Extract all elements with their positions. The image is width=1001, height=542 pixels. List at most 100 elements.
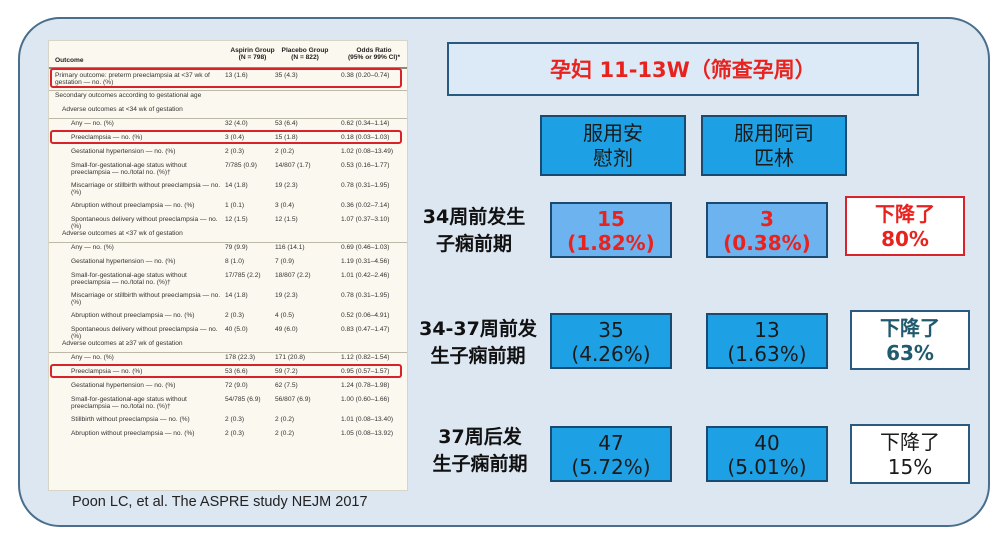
table-cell: 3 (0.4) [225,134,245,141]
table-cell: 18/807 (2.2) [275,272,311,279]
table-cell: 0.53 (0.16–1.77) [341,162,390,169]
table-cell: 2 (0.2) [275,416,295,423]
table-cell: 2 (0.2) [275,148,295,155]
table-cell: 178 (22.3) [225,354,256,361]
table-cell: Adverse outcomes at <34 wk of gestation [62,106,183,113]
table-cell: Secondary outcomes according to gestatio… [55,92,202,99]
table-cell: 0.36 (0.02–7.14) [341,202,390,209]
table-cell: 1.07 (0.37–3.10) [341,216,390,223]
table-cell: 62 (7.5) [275,382,298,389]
decrease-before-34w: 下降了 80% [845,196,965,256]
table-cell: 1.01 (0.42–2.46) [341,272,390,279]
highlight-box [50,364,402,378]
table-cell: 19 (2.3) [275,292,298,299]
table-cell: 14 (1.8) [225,182,248,189]
table-cell: Any — no. (%) [71,244,114,251]
highlight-box [50,130,402,144]
table-cell: Small-for-gestational-age status without… [71,272,187,287]
table-cell: Small-for-gestational-age status without… [71,162,187,177]
table-cell: 0.52 (0.06–4.91) [341,312,390,319]
summary-title: 孕妇 11-13W（筛查孕周） [447,42,919,96]
table-cell: 1.02 (0.08–13.49) [341,148,394,155]
table-cell: 1.12 (0.82–1.54) [341,354,390,361]
table-cell: 0.95 (0.57–1.57) [341,368,390,375]
nejm-table-image: Outcome Aspirin Group (N = 798) Placebo … [48,40,408,491]
table-cell: Spontaneous delivery without preeclampsi… [71,216,218,231]
table-cell: Gestational hypertension — no. (%) [71,148,176,155]
table-cell: Preeclampsia — no. (%) [71,368,143,375]
table-rule [49,90,407,91]
table-header-outcome: Outcome [55,57,84,64]
table-cell: 1.01 (0.08–13.40) [341,416,394,423]
cell-placebo-before-34w: 15 (1.82%) [550,202,672,258]
decrease-after-37w: 下降了 15% [850,424,970,484]
table-cell: Small-for-gestational-age status without… [71,396,187,411]
table-cell: 0.78 (0.31–1.95) [341,292,390,299]
table-cell: 171 (20.8) [275,354,306,361]
table-header-placebo: Placebo Group (N = 822) [281,47,329,62]
table-cell: Miscarriage or stillbirth without preecl… [71,182,221,197]
table-cell: 2 (0.3) [225,148,245,155]
table-header-aspirin: Aspirin Group (N = 798) [230,47,275,62]
table-cell: 35 (4.3) [275,72,298,79]
table-cell: 79 (9.9) [225,244,248,251]
cell-aspirin-34-37w: 13 (1.63%) [706,313,828,369]
table-cell: 56/807 (6.9) [275,396,311,403]
cell-placebo-after-37w: 47 (5.72%) [550,426,672,482]
table-cell: 54/785 (6.9) [225,396,261,403]
table-header-odds-ratio: Odds Ratio (95% or 99% CI)* [347,47,401,62]
table-cell: 0.18 (0.03–1.03) [341,134,390,141]
table-cell: 0.83 (0.47–1.47) [341,326,390,333]
table-cell: 1.00 (0.60–1.66) [341,396,390,403]
table-cell: 49 (6.0) [275,326,298,333]
table-cell: 72 (9.0) [225,382,248,389]
table-cell: Adverse outcomes at ≥37 wk of gestation [62,340,183,347]
table-cell: 53 (6.4) [275,120,298,127]
column-header-aspirin: 服用阿司 匹林 [701,115,847,176]
table-cell: 0.38 (0.20–0.74) [341,72,390,79]
table-cell: Abruption without preeclampsia — no. (%) [71,312,195,319]
table-cell: Gestational hypertension — no. (%) [71,258,176,265]
table-cell: 8 (1.0) [225,258,245,265]
table-cell: 40 (5.0) [225,326,248,333]
column-header-placebo: 服用安 慰剂 [540,115,686,176]
row-label-34-37w: 34-37周前发 生子痫前期 [419,318,537,367]
row-label-after-37w: 37周后发 生子痫前期 [432,426,528,475]
table-cell: Stillbirth without preeclampsia — no. (%… [71,416,190,423]
table-cell: 12 (1.5) [275,216,298,223]
table-cell: 14/807 (1.7) [275,162,311,169]
table-cell: 7 (0.9) [275,258,295,265]
cell-aspirin-after-37w: 40 (5.01%) [706,426,828,482]
table-cell: Adverse outcomes at <37 wk of gestation [62,230,183,237]
cell-aspirin-before-34w: 3 (0.38%) [706,202,828,258]
table-cell: 2 (0.3) [225,312,245,319]
table-cell: 13 (1.6) [225,72,248,79]
table-cell: Primary outcome: preterm preeclampsia at… [55,72,210,87]
table-cell: 7/785 (0.9) [225,162,257,169]
cell-placebo-34-37w: 35 (4.26%) [550,313,672,369]
table-cell: Miscarriage or stillbirth without preecl… [71,292,221,307]
decrease-34-37w: 下降了 63% [850,310,970,370]
table-cell: 15 (1.8) [275,134,298,141]
table-cell: Gestational hypertension — no. (%) [71,382,176,389]
table-rule [49,118,407,119]
table-cell: Spontaneous delivery without preeclampsi… [71,326,218,341]
table-cell: 1.05 (0.08–13.92) [341,430,394,437]
table-cell: 17/785 (2.2) [225,272,261,279]
table-rule [49,242,407,243]
table-rule [49,352,407,353]
table-cell: 2 (0.3) [225,416,245,423]
table-cell: 2 (0.2) [275,430,295,437]
table-cell: 59 (7.2) [275,368,298,375]
table-cell: Any — no. (%) [71,120,114,127]
table-cell: Preeclampsia — no. (%) [71,134,143,141]
citation: Poon LC, et al. The ASPRE study NEJM 201… [72,494,368,510]
table-cell: 1.19 (0.31–4.56) [341,258,390,265]
table-cell: 1 (0.1) [225,202,245,209]
table-cell: 3 (0.4) [275,202,295,209]
table-cell: 1.24 (0.78–1.98) [341,382,390,389]
table-cell: 116 (14.1) [275,244,305,251]
table-cell: 32 (4.0) [225,120,248,127]
table-cell: 19 (2.3) [275,182,298,189]
highlight-box [50,68,402,88]
